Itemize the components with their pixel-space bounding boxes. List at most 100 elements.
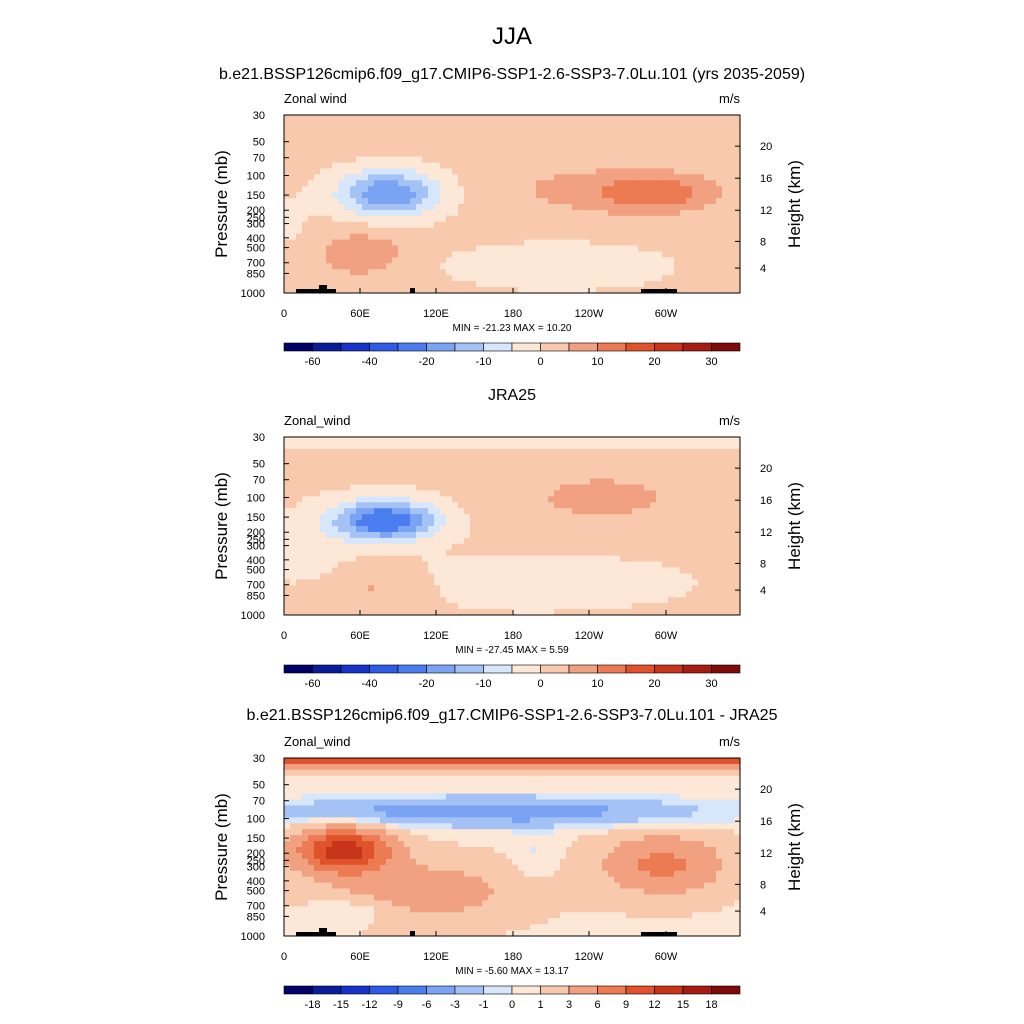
heatmap-cell [548,758,555,765]
heatmap-cell [518,287,525,294]
heatmap-cell [446,144,453,151]
heatmap-cell [500,209,507,217]
heatmap-cell [440,120,447,128]
heatmap-cell [356,775,363,783]
heatmap-cell [590,437,597,444]
heatmap-cell [350,775,357,783]
heatmap-cell [686,460,693,468]
heatmap-cell [686,120,693,128]
heatmap-cell [560,115,567,122]
heatmap-cell [686,448,693,456]
heatmap-cell [524,263,531,270]
heatmap-cell [476,227,483,235]
heatmap-cell [620,597,627,604]
heatmap-cell [302,472,309,479]
heatmap-cell [398,180,405,187]
heatmap-cell [530,597,537,604]
heatmap-cell [302,763,309,771]
heatmap-cell [686,769,693,777]
heatmap-cell [380,126,387,134]
heatmap-cell [320,543,327,551]
heatmap-cell [656,460,663,468]
heatmap-cell [710,162,717,169]
heatmap-cell [380,490,387,497]
heatmap-cell [362,221,369,229]
heatmap-cell [518,126,525,134]
heatmap-cell [464,233,471,240]
heatmap-cell [668,567,675,574]
heatmap-cell [518,496,525,503]
heatmap-cell [440,543,447,551]
heatmap-cell [668,508,675,515]
heatmap-cell [458,437,465,444]
heatmap-cell [518,609,525,616]
heatmap-cell [380,138,387,146]
heatmap-cell [686,442,693,450]
heatmap-cell [488,437,495,444]
heatmap-cell [392,204,399,211]
heatmap-cell [650,245,657,252]
heatmap-cell [578,120,585,128]
heatmap-cell [524,281,531,288]
heatmap-cell [326,526,333,533]
heatmap-cell [734,126,741,134]
heatmap-cell [614,769,621,777]
heatmap-cell [392,120,399,128]
heatmap-cell [536,496,543,503]
heatmap-cell [530,132,537,140]
heatmap-cell [590,496,597,503]
y-right-tick-label: 20 [760,463,772,475]
heatmap-cell [554,496,561,503]
heatmap-cell [464,561,471,568]
heatmap-cell [716,186,723,193]
heatmap-cell [518,115,525,122]
heatmap-cell [446,603,453,610]
heatmap-cell [734,263,741,270]
heatmap-cell [344,263,351,270]
heatmap-cell [356,496,363,503]
heatmap-cell [584,287,591,294]
heatmap-cell [338,156,345,163]
heatmap-cell [650,567,657,574]
heatmap-cell [380,775,387,783]
heatmap-cell [392,162,399,169]
heatmap-cell [728,233,735,240]
heatmap-cell [572,472,579,479]
heatmap-cell [686,454,693,462]
heatmap-cell [482,609,489,616]
heatmap-cell [362,126,369,134]
heatmap-cell [362,150,369,157]
heatmap-cell [332,508,339,515]
heatmap-cell [434,263,441,270]
heatmap-cell [656,561,663,568]
heatmap-cell [326,466,333,473]
heatmap-cell [398,275,405,282]
heatmap-cell [470,591,477,598]
heatmap-cell [488,257,495,264]
heatmap-cell [734,448,741,456]
heatmap-cell [560,508,567,515]
heatmap-cell [644,263,651,270]
heatmap-cell [710,478,717,485]
heatmap-cell [722,281,729,288]
heatmap-cell [518,437,525,444]
heatmap-cell [596,603,603,610]
heatmap-cell [398,168,405,175]
heatmap-cell [632,180,639,187]
heatmap-cell [512,180,519,187]
heatmap-cell [440,221,447,229]
heatmap-cell [410,180,417,187]
heatmap-cell [704,478,711,485]
heatmap-cell [722,198,729,205]
heatmap-cell [410,555,417,562]
heatmap-cell [686,531,693,539]
panel-title-2: JRA25 [488,387,536,404]
heatmap-cell [470,287,477,294]
heatmap-cell [668,275,675,282]
heatmap-cell [452,221,459,229]
heatmap-cell [362,281,369,288]
heatmap-cell [632,502,639,509]
heatmap-cell [332,204,339,211]
heatmap-cell [422,287,429,294]
heatmap-cell [644,442,651,450]
